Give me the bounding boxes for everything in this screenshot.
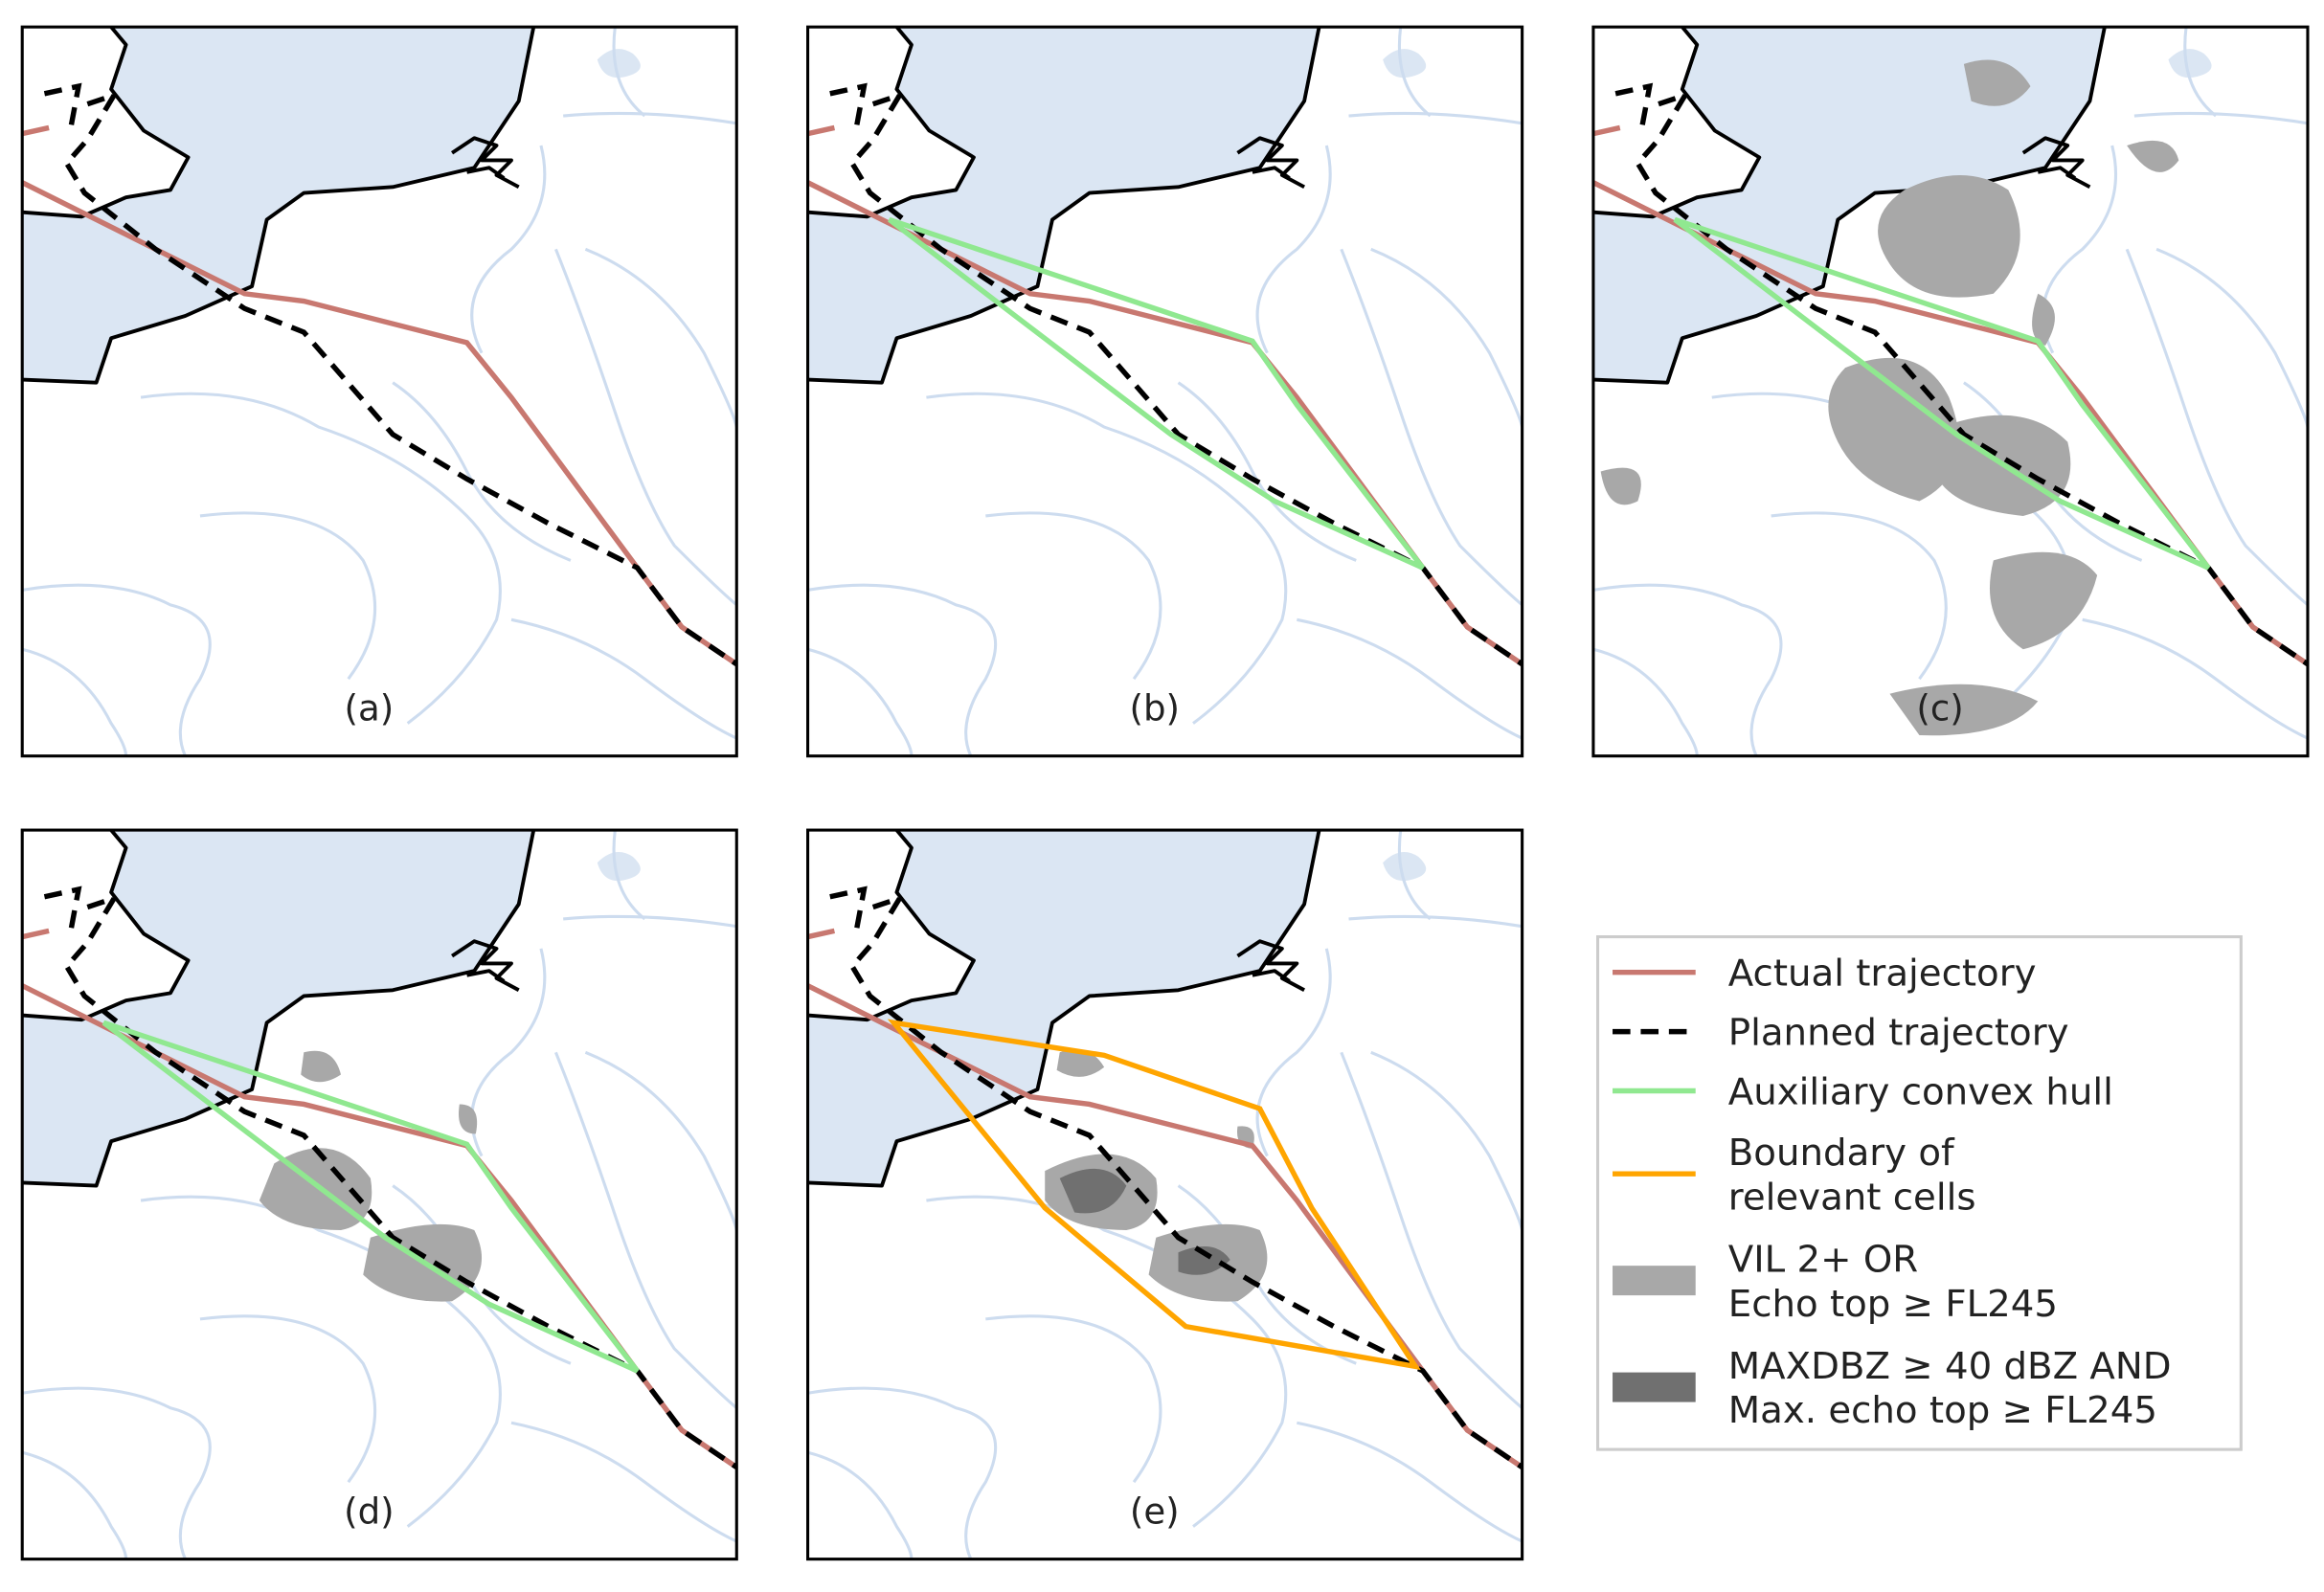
- legend: Actual trajectory Planned trajectory Auxil…: [1596, 934, 2243, 1451]
- base-map: [807, 830, 1523, 1559]
- base-map: [22, 27, 737, 756]
- map-content: [807, 27, 1523, 756]
- base-map: [807, 27, 1523, 756]
- panel-label: (b): [1129, 688, 1180, 729]
- panel-label: (c): [1916, 688, 1963, 729]
- legend-label: Echo top ≥ FL245: [1728, 1283, 2058, 1326]
- map-panel: (c): [1591, 25, 2310, 758]
- panel-frame: [20, 25, 738, 758]
- legend-symbol: [1613, 1372, 1696, 1402]
- legend-label: Actual trajectory: [1728, 953, 2037, 996]
- legend-item: Planned trajectory: [1613, 1012, 2069, 1055]
- map-content: [807, 830, 1523, 1559]
- legend-label: Auxiliary convex hull: [1728, 1070, 2113, 1113]
- base-map: [1592, 27, 2308, 756]
- legend-symbol: [1613, 1266, 1696, 1296]
- panel-frame: [20, 828, 738, 1561]
- map-content: [22, 27, 737, 756]
- panel-label: (a): [345, 688, 395, 729]
- panel-frame: [806, 25, 1524, 758]
- map-panel: (a): [20, 25, 738, 758]
- panel-label: (d): [344, 1491, 395, 1532]
- base-map: [22, 830, 737, 1559]
- legend-item: Actual trajectory: [1613, 953, 2037, 996]
- map-content: [1592, 27, 2308, 756]
- legend-frame: [1596, 934, 2243, 1451]
- map-content: [22, 830, 737, 1559]
- panel-label: (e): [1130, 1491, 1180, 1532]
- panel-frame: [1591, 25, 2310, 758]
- legend-label: Planned trajectory: [1728, 1012, 2069, 1055]
- legend-label: Max. echo top ≥ FL245: [1728, 1389, 2157, 1432]
- map-panel: (e): [806, 828, 1524, 1561]
- panel-frame: [806, 828, 1524, 1561]
- legend-label: Boundary of: [1728, 1132, 1955, 1175]
- map-panel: (d): [20, 828, 738, 1561]
- legend-label: MAXDBZ ≥ 40 dBZ AND: [1728, 1345, 2172, 1388]
- map-panel: (b): [806, 25, 1524, 758]
- legend-item: Auxiliary convex hull: [1613, 1070, 2113, 1113]
- legend-label: relevant cells: [1728, 1176, 1976, 1219]
- legend-label: VIL 2+ OR: [1728, 1238, 1918, 1281]
